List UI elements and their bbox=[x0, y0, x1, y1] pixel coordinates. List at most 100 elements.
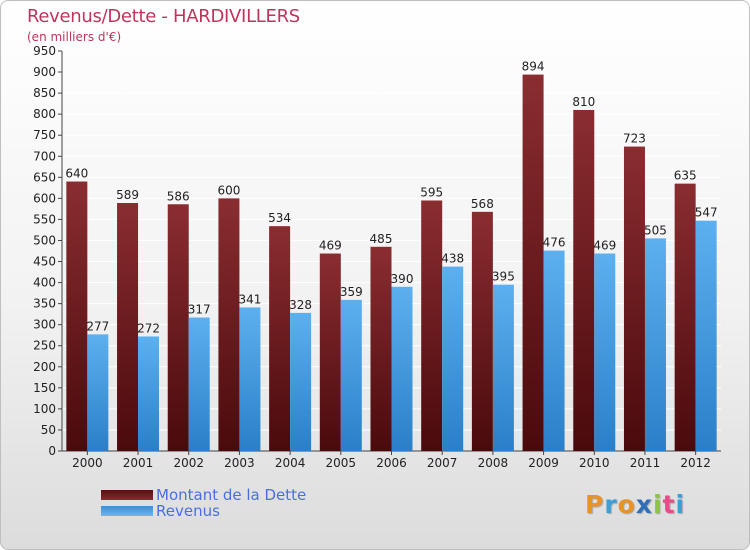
bar-revenus bbox=[543, 250, 565, 451]
y-tick-label: 600 bbox=[33, 191, 56, 205]
x-tick-label: 2000 bbox=[72, 456, 103, 470]
bar-dette bbox=[319, 253, 341, 451]
bar-dette bbox=[623, 146, 645, 451]
y-tick-label: 650 bbox=[33, 170, 56, 184]
chart-subtitle: (en milliers d'€) bbox=[27, 30, 122, 44]
value-label-revenus: 390 bbox=[391, 272, 414, 286]
x-tick-label: 2011 bbox=[630, 456, 661, 470]
x-tick-label: 2002 bbox=[173, 456, 204, 470]
logo-letter: o bbox=[617, 490, 636, 519]
legend-label-revenus: Revenus bbox=[156, 502, 220, 520]
logo-letter: x bbox=[635, 490, 653, 519]
bar-revenus bbox=[492, 284, 514, 451]
y-tick-label: 300 bbox=[33, 318, 56, 332]
logo-letter: i bbox=[675, 490, 686, 519]
value-label-dette: 595 bbox=[420, 185, 443, 199]
bar-dette bbox=[167, 204, 189, 451]
y-tick-label: 450 bbox=[33, 255, 56, 269]
bar-dette bbox=[218, 198, 240, 451]
bar-dette bbox=[117, 203, 139, 451]
bar-revenus bbox=[188, 317, 210, 451]
bar-revenus bbox=[442, 266, 464, 451]
y-tick-label: 200 bbox=[33, 360, 56, 374]
x-tick-label: 2003 bbox=[224, 456, 255, 470]
y-tick-label: 250 bbox=[33, 339, 56, 353]
bar-dette bbox=[421, 200, 443, 451]
bar-revenus bbox=[340, 299, 362, 451]
y-tick-label: 100 bbox=[33, 402, 56, 416]
x-tick-label: 2009 bbox=[528, 456, 559, 470]
value-label-dette: 485 bbox=[370, 232, 393, 246]
value-label-dette: 586 bbox=[167, 189, 190, 203]
value-label-revenus: 547 bbox=[695, 206, 718, 220]
bar-revenus bbox=[290, 312, 312, 451]
y-tick-label: 900 bbox=[33, 65, 56, 79]
y-tick-label: 950 bbox=[33, 44, 56, 58]
bar-dette bbox=[66, 181, 88, 452]
logo-letter: t bbox=[662, 490, 676, 519]
bar-dette bbox=[269, 226, 291, 451]
value-label-revenus: 395 bbox=[492, 270, 515, 284]
value-label-revenus: 438 bbox=[441, 252, 464, 266]
y-tick-label: 500 bbox=[33, 233, 56, 247]
logo-letter: i bbox=[653, 490, 663, 519]
value-label-revenus: 476 bbox=[543, 236, 566, 250]
value-label-revenus: 277 bbox=[86, 319, 109, 333]
value-label-dette: 589 bbox=[116, 188, 139, 202]
value-label-dette: 640 bbox=[65, 167, 88, 181]
legend-swatch-dette bbox=[101, 490, 153, 500]
logo-letter: P bbox=[585, 490, 605, 519]
value-label-revenus: 317 bbox=[188, 303, 211, 317]
x-tick-label: 2012 bbox=[680, 456, 711, 470]
value-label-dette: 894 bbox=[522, 60, 545, 74]
value-label-revenus: 469 bbox=[593, 239, 616, 253]
y-tick-label: 400 bbox=[33, 276, 56, 290]
value-label-revenus: 505 bbox=[644, 223, 667, 237]
y-tick-label: 150 bbox=[33, 381, 56, 395]
bar-revenus bbox=[644, 238, 666, 451]
y-tick-label: 800 bbox=[33, 107, 56, 121]
x-tick-label: 2005 bbox=[326, 456, 357, 470]
bar-revenus bbox=[239, 307, 261, 451]
value-label-revenus: 272 bbox=[137, 321, 160, 335]
value-label-revenus: 328 bbox=[289, 298, 312, 312]
y-tick-label: 850 bbox=[33, 86, 56, 100]
bar-revenus bbox=[87, 334, 109, 451]
chart-title: Revenus/Dette - HARDIVILLERS bbox=[27, 6, 300, 27]
bar-dette bbox=[471, 211, 493, 451]
bar-dette bbox=[573, 109, 595, 452]
bar-revenus bbox=[594, 253, 616, 451]
value-label-dette: 568 bbox=[471, 197, 494, 211]
value-label-dette: 810 bbox=[572, 95, 595, 109]
legend-swatch-revenus bbox=[101, 506, 153, 516]
y-tick-label: 50 bbox=[41, 423, 56, 437]
bar-revenus bbox=[695, 220, 717, 451]
value-label-revenus: 359 bbox=[340, 285, 363, 299]
proxiti-logo: Proxiti bbox=[585, 490, 685, 519]
value-label-dette: 534 bbox=[268, 211, 291, 225]
value-label-dette: 469 bbox=[319, 239, 342, 253]
x-tick-label: 2006 bbox=[376, 456, 407, 470]
bar-dette bbox=[522, 74, 544, 451]
y-tick-label: 350 bbox=[33, 297, 56, 311]
value-label-dette: 600 bbox=[217, 183, 240, 197]
x-tick-label: 2001 bbox=[123, 456, 154, 470]
x-tick-label: 2004 bbox=[275, 456, 306, 470]
y-tick-label: 0 bbox=[48, 444, 56, 458]
y-tick-label: 550 bbox=[33, 212, 56, 226]
bar-revenus bbox=[391, 286, 413, 451]
legend-label-dette: Montant de la Dette bbox=[156, 486, 307, 504]
y-tick-label: 700 bbox=[33, 149, 56, 163]
value-label-revenus: 341 bbox=[238, 292, 261, 306]
x-tick-label: 2007 bbox=[427, 456, 458, 470]
x-tick-label: 2010 bbox=[579, 456, 610, 470]
value-label-dette: 723 bbox=[623, 132, 646, 146]
x-tick-label: 2008 bbox=[478, 456, 509, 470]
bar-revenus bbox=[138, 336, 160, 451]
logo-letter: r bbox=[604, 490, 618, 519]
bar-dette bbox=[370, 246, 392, 451]
bar-dette bbox=[674, 183, 696, 451]
y-tick-label: 750 bbox=[33, 128, 56, 142]
